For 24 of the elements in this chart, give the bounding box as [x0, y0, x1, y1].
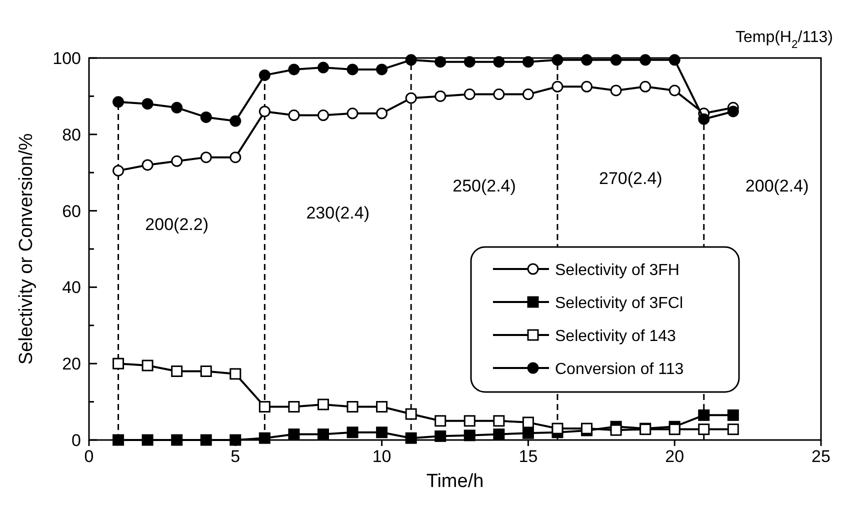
y-tick-label: 40 — [62, 278, 81, 298]
x-tick-label: 20 — [665, 447, 684, 466]
legend-label: Conversion of 113 — [555, 361, 684, 378]
x-tick-label: 25 — [812, 447, 830, 466]
y-tick-label: 80 — [62, 125, 81, 144]
y-tick-label: 0 — [72, 431, 81, 450]
x-tick-label: 0 — [84, 447, 94, 466]
annotation: 270(2.4) — [599, 169, 662, 188]
y-axis-title: Selectivity or Conversion/% — [16, 133, 37, 365]
legend-label: Selectivity of 143 — [555, 328, 676, 345]
annotation: 230(2.4) — [306, 203, 370, 222]
y-tick-label: 60 — [62, 202, 81, 221]
x-tick-label: 10 — [372, 447, 392, 466]
y-tick-label: 20 — [62, 354, 81, 374]
x-tick-label: 5 — [230, 447, 240, 466]
annotation: 200(2.4) — [745, 176, 809, 196]
legend-label: Selectivity of 3FH — [555, 262, 680, 279]
x-axis-title: Time/h — [426, 471, 484, 492]
x-tick-label: 15 — [518, 447, 538, 466]
y-tick-label: 100 — [52, 49, 81, 68]
annotation: 200(2.2) — [145, 214, 209, 234]
legend-label: Selectivity of 3FCl — [555, 295, 684, 312]
annotation: 250(2.4) — [452, 176, 516, 196]
text: Temp(H$_{2}$/113) — [735, 29, 833, 51]
